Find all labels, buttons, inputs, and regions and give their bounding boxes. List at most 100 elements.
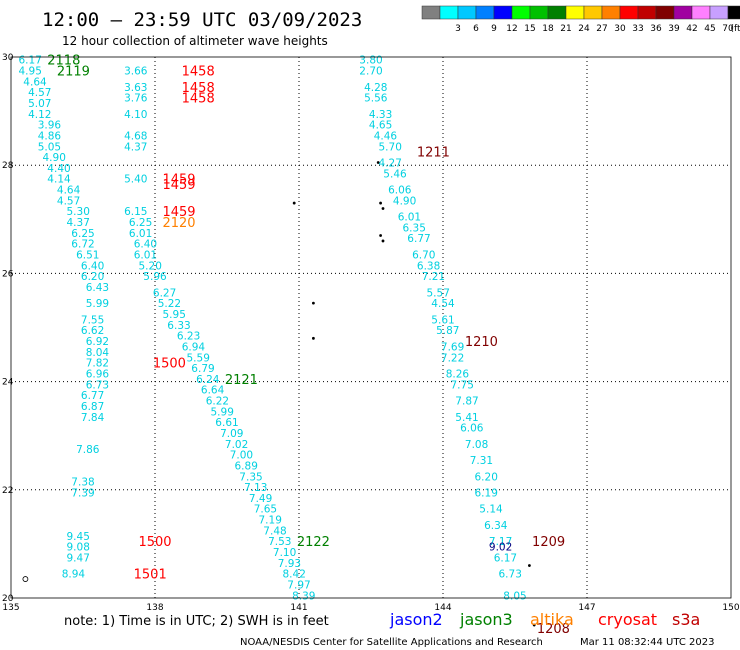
wave-height-label: 6.15: [124, 206, 147, 218]
wave-height-label: 7.75: [451, 379, 474, 391]
legend-label: 70: [722, 24, 734, 34]
wave-height-label: 4.54: [431, 298, 455, 310]
wave-height-label: 6.01: [129, 228, 152, 240]
wave-height-label: 4.57: [28, 87, 51, 99]
pass-time-label: 2122: [297, 535, 330, 550]
wave-height-label: 7.02: [225, 439, 248, 451]
wave-height-label: 6.51: [76, 249, 99, 261]
wave-height-label: 6.40: [81, 260, 104, 272]
wave-height-label: 8.42: [283, 569, 306, 581]
wave-height-label: 4.27: [379, 157, 402, 169]
pass-time-label: 1210: [465, 335, 498, 350]
lon-tick-label: 138: [146, 603, 163, 613]
pass-time-label: 1458: [182, 65, 215, 80]
legend-label: 33: [632, 24, 643, 34]
legend-swatch: [709, 5, 729, 20]
wave-height-label: 5.05: [38, 141, 61, 153]
wave-height-label: 5.20: [139, 260, 162, 272]
satellite-name: altika: [530, 610, 574, 629]
wave-height-label: 8.94: [62, 569, 86, 581]
page-subtitle: 12 hour collection of altimeter wave hei…: [62, 34, 328, 48]
map-axes: 135 138 141 144 147 150 20 22 24 26 28 30: [2, 53, 740, 613]
wave-height-label: 7.21: [422, 271, 445, 283]
lon-tick-label: 150: [722, 603, 739, 613]
wave-height-label: 6.38: [417, 260, 440, 272]
legend-label: 15: [524, 24, 535, 34]
wave-height-label: 7.00: [230, 450, 253, 462]
legend-swatch: [637, 5, 657, 20]
wave-height-label: 4.40: [47, 163, 70, 175]
wave-height-label: 9.08: [67, 542, 90, 554]
satellite-legend: jason2 jason3 altika cryosat s3a: [389, 610, 700, 629]
wave-height-label: 5.99: [211, 406, 234, 418]
wave-height-label: 6.06: [388, 185, 412, 197]
pass-time-label: 1459: [162, 205, 195, 220]
island-marker: [376, 161, 380, 164]
island-marker: [312, 301, 315, 305]
legend-label: 27: [596, 24, 607, 34]
wave-height-label: 5.99: [86, 298, 109, 310]
wave-height-label: 4.14: [47, 174, 71, 186]
wave-height-label: 4.46: [374, 130, 398, 142]
wave-height-label: 8.39: [292, 590, 315, 602]
wave-height-label: 5.56: [364, 93, 388, 105]
wave-height-label: 6.62: [81, 325, 104, 337]
wave-height-label: 7.65: [254, 504, 277, 516]
wave-height-label: 4.64: [23, 76, 47, 88]
wave-height-label: 9.02: [489, 542, 512, 554]
wave-height-label: 7.09: [220, 428, 243, 440]
legend-unit: (ft): [730, 24, 740, 34]
footer-note: note: 1) Time is in UTC; 2) SWH is in fe…: [64, 614, 329, 629]
legend-label: 3: [455, 24, 461, 34]
satellite-name: jason2: [389, 610, 443, 629]
legend-swatch: [475, 5, 495, 20]
wave-height-label: 4.86: [38, 130, 62, 142]
wave-height-label: 6.73: [86, 379, 109, 391]
wave-height-label: 5.07: [28, 98, 51, 110]
wave-height-label: 6.17: [19, 55, 42, 67]
lat-tick-label: 30: [2, 53, 14, 63]
wave-height-label: 6.72: [71, 239, 94, 251]
wave-height-label: 6.23: [177, 331, 200, 343]
footer-timestamp: Mar 11 08:32:44 UTC 2023: [580, 637, 715, 648]
wave-height-label: 5.57: [427, 287, 450, 299]
legend-swatch: [457, 5, 477, 20]
wave-height-label: 9.47: [67, 552, 90, 564]
wave-height-label: 7.49: [249, 493, 272, 505]
wave-height-label: 7.84: [81, 412, 105, 424]
wave-height-label: 6.87: [81, 401, 104, 413]
island-marker: [528, 564, 531, 567]
legend-swatch: [547, 5, 567, 20]
page-title: 12:00 – 23:59 UTC 03/09/2023: [42, 9, 362, 31]
island-marker: [22, 576, 29, 582]
wave-height-label: 6.24: [196, 374, 220, 386]
wave-height-label: 4.10: [124, 109, 147, 121]
wave-height-label: 4.68: [124, 130, 147, 142]
wave-height-label: 7.31: [470, 455, 493, 467]
lat-tick-label: 22: [2, 486, 13, 496]
wave-height-label: 4.65: [369, 120, 392, 132]
island-marker: [312, 336, 315, 340]
island-marker: [379, 201, 382, 205]
wave-height-label: 7.19: [259, 515, 282, 527]
wave-height-label: 6.79: [191, 363, 214, 375]
island-marker: [381, 207, 385, 210]
wave-height-label: 7.39: [71, 488, 94, 500]
lat-tick-label: 24: [2, 378, 14, 388]
island-marker: [532, 623, 536, 627]
pass-time-label: 2119: [57, 65, 90, 80]
wave-height-label: 8.04: [86, 347, 110, 359]
wave-height-label: 6.01: [134, 249, 157, 261]
lon-tick-label: 144: [434, 603, 451, 613]
wave-height-label: 7.13: [244, 482, 267, 494]
wave-height-label: 7.22: [441, 352, 464, 364]
wave-height-label: 7.86: [76, 444, 100, 456]
lon-tick-label: 147: [578, 603, 595, 613]
legend-label: 45: [704, 24, 715, 34]
wave-height-label: 4.57: [57, 195, 80, 207]
legend-swatch: [619, 5, 639, 20]
legend-label: 6: [473, 24, 479, 34]
wave-height-label: 3.76: [124, 93, 148, 105]
wave-height-label: 5.96: [143, 271, 167, 283]
legend-label: 9: [491, 24, 497, 34]
